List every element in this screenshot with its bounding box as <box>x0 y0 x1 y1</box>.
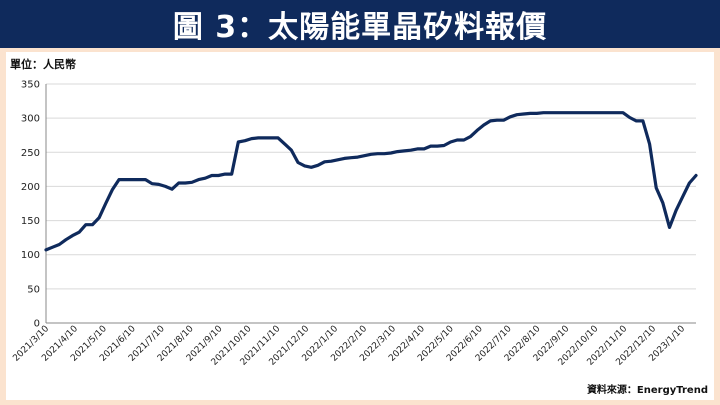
grid-lines <box>45 83 696 324</box>
series-layer <box>44 111 698 252</box>
y-tick-label: 250 <box>21 148 40 159</box>
y-tick-label: 200 <box>21 182 40 193</box>
source-label: 資料來源：EnergyTrend <box>586 385 708 396</box>
y-tick-label: 150 <box>21 216 40 227</box>
x-axis-ticks: 2021/3/102021/4/102021/5/102021/6/102021… <box>11 324 687 368</box>
y-axis-ticks: 0 50 100 150 200 250 300 350 <box>21 80 40 330</box>
y-tick-label: 100 <box>21 250 40 261</box>
y-tick-label: 350 <box>21 80 40 91</box>
unit-label: 單位：人民幣 <box>10 58 76 71</box>
y-tick-label: 300 <box>21 114 40 125</box>
y-tick-label: 50 <box>27 284 40 295</box>
chart-title: 圖 3：太陽能單晶矽料報價 <box>0 0 720 48</box>
y-tick-label: 0 <box>34 319 40 330</box>
line-chart: 0 50 100 150 200 250 300 350 2021/3/102021/4/10… <box>11 80 698 368</box>
chart-panel: 單位：人民幣 0 50 100 150 200 250 300 350 2021/3/10 20… <box>6 52 714 400</box>
series-line <box>44 111 698 252</box>
